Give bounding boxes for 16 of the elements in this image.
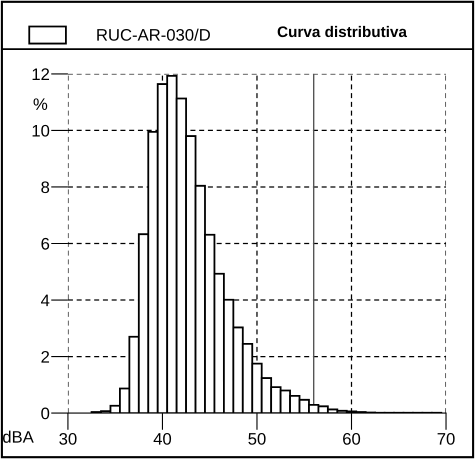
legend-label: RUC-AR-030/D xyxy=(97,28,210,41)
y-axis-title: % xyxy=(34,98,48,110)
x-tick-label: 40 xyxy=(154,432,172,445)
y-tick-label: 12 xyxy=(32,68,50,80)
y-tick-label: 10 xyxy=(32,124,50,137)
y-tick-label: 2 xyxy=(41,350,50,363)
y-tick-label: 4 xyxy=(40,294,50,306)
y-tick-label: 8 xyxy=(41,181,50,194)
y-tick-label: 0 xyxy=(41,408,50,420)
x-axis-title: dBA xyxy=(3,430,34,443)
chart-title: Curva distributiva xyxy=(278,26,408,38)
y-tick-label: 6 xyxy=(41,238,50,250)
x-tick-label: 50 xyxy=(248,432,266,445)
x-tick-label: 30 xyxy=(59,432,77,445)
x-tick-label: 70 xyxy=(438,432,455,445)
x-tick-label: 60 xyxy=(343,432,360,445)
